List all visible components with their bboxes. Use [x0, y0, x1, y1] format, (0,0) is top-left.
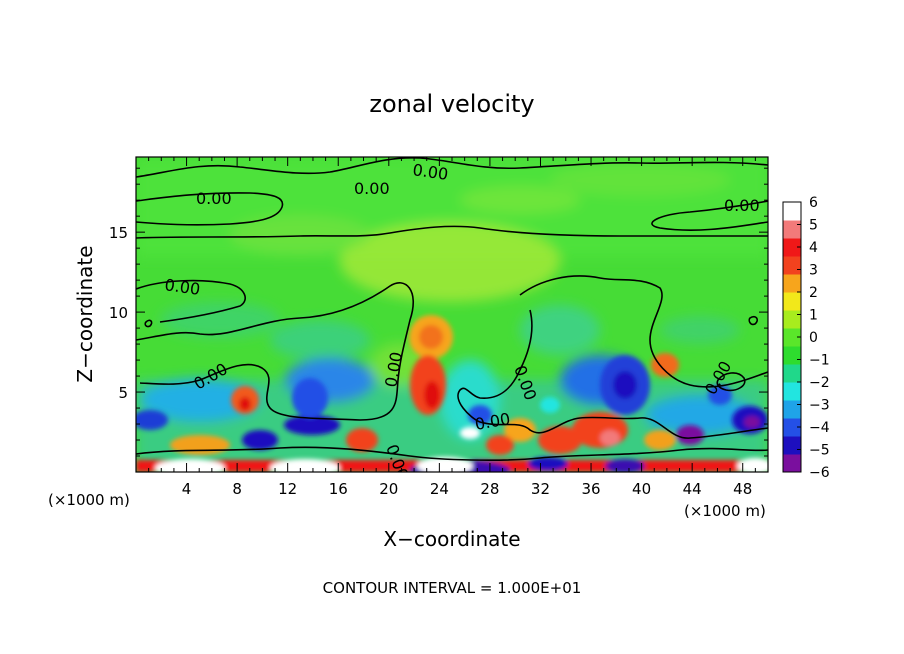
colorbar-ticks: 6 5 4 3 2 1 0 −1 −2 −3 −4 −5 −6	[797, 195, 830, 481]
x-tick-label: 16	[329, 480, 348, 498]
contour-label: 0.00	[163, 275, 201, 299]
x-tick-label: 4	[182, 480, 192, 498]
y-tick-labels: 5 10 15	[109, 224, 128, 402]
x-tick-label: 8	[232, 480, 242, 498]
colorbar-tick-label: 2	[809, 285, 818, 301]
zero-contours	[136, 157, 768, 461]
plot-area: 0.00 0.00 0.00 0.00 0.00 0.00 0.00 0.00 …	[136, 157, 768, 472]
colorbar-swatch	[783, 382, 801, 401]
colorbar-tick-label: 1	[809, 308, 818, 324]
x-unit-left: (×1000 m)	[48, 491, 130, 509]
colorbar-swatch	[783, 310, 801, 329]
colorbar-tick-label: 3	[809, 263, 818, 279]
colorbar-tick-label: −4	[809, 420, 830, 436]
colorbar-tick-label: −3	[809, 398, 830, 414]
colorbar-tick-label: −2	[809, 375, 830, 391]
x-tick-label: 36	[581, 480, 600, 498]
y-tick-label: 10	[109, 304, 128, 322]
x-tick-label: 12	[278, 480, 297, 498]
y-tick-label: 5	[118, 384, 128, 402]
contour-label: 0.00	[411, 160, 449, 184]
colorbar-swatch	[783, 400, 801, 419]
x-tick-label: 24	[430, 480, 449, 498]
y-tick-label: 15	[109, 224, 128, 242]
x-tick-label: 44	[683, 480, 702, 498]
colorbar-tick-label: 6	[809, 195, 818, 211]
x-tick-label: 28	[480, 480, 499, 498]
colorbar-swatch	[783, 274, 801, 293]
colorbar-swatch	[783, 454, 801, 473]
contour-label: 0.00	[196, 189, 232, 208]
colorbar-tick-label: 0	[809, 330, 818, 346]
colorbar-swatch	[783, 202, 801, 221]
colorbar-tick-label: 5	[809, 218, 818, 234]
x-axis-label: X−coordinate	[383, 527, 520, 551]
colorbar-swatches	[783, 202, 801, 473]
y-axis-label: Z−coordinate	[73, 245, 97, 382]
colorbar-swatch	[783, 328, 801, 347]
contour-label: 0.00	[354, 179, 390, 198]
colorbar-swatch	[783, 292, 801, 311]
x-tick-label: 48	[733, 480, 752, 498]
colorbar-tick-label: −1	[809, 353, 830, 369]
plot-ticks	[136, 157, 768, 472]
colorbar-tick-label: −5	[809, 443, 830, 459]
colorbar: 6 5 4 3 2 1 0 −1 −2 −3 −4 −5 −6	[782, 195, 830, 481]
colorbar-swatch	[783, 436, 801, 455]
colorbar-tick-label: 4	[809, 240, 818, 256]
contour-interval-note: CONTOUR INTERVAL = 1.000E+01	[323, 579, 582, 597]
colorbar-swatch	[783, 220, 801, 239]
x-unit-right: (×1000 m)	[684, 502, 766, 520]
colorbar-swatch	[783, 418, 801, 437]
x-tick-label: 20	[379, 480, 398, 498]
colorbar-swatch	[783, 256, 801, 275]
chart-title: zonal velocity	[369, 90, 534, 118]
x-tick-label: 32	[531, 480, 550, 498]
contour-label: 0.00	[724, 196, 760, 215]
colorbar-swatch	[783, 364, 801, 383]
x-tick-label: 40	[632, 480, 651, 498]
colorbar-tick-label: −6	[809, 465, 830, 481]
colorbar-swatch	[783, 346, 801, 365]
x-tick-labels: 4 8 12 16 20 24 28 32 36 40 44 48	[182, 480, 752, 498]
colorbar-swatch	[783, 238, 801, 257]
